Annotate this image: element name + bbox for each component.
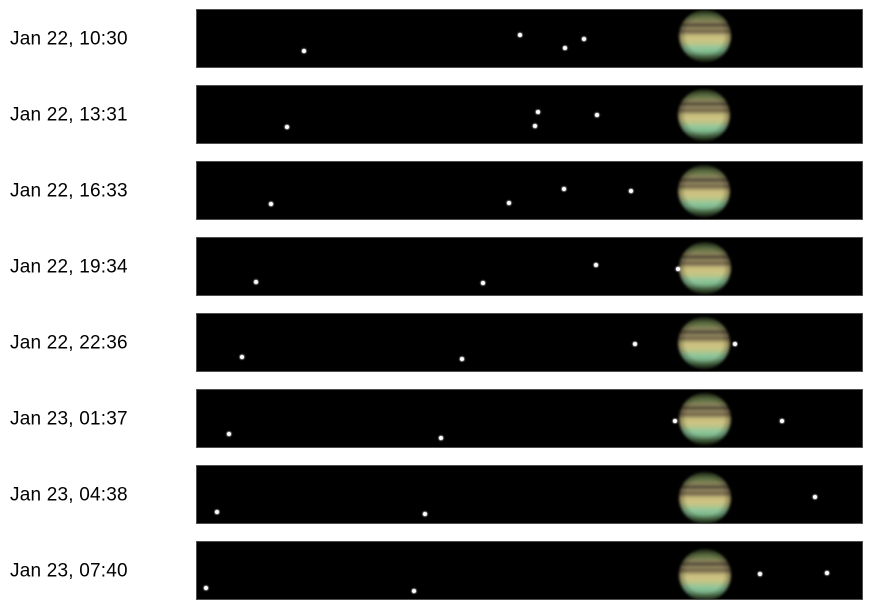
jupiter-disk [679,549,731,599]
moon-dot [673,419,677,423]
moon-dot [269,202,273,206]
moon-dot [423,512,427,516]
moon-dot [439,436,443,440]
telescope-image-strip [196,237,863,296]
telescope-image-strip [196,313,863,372]
observation-row: Jan 22, 10:30 [0,9,874,68]
moon-dot [240,355,244,359]
observation-row: Jan 22, 22:36 [0,313,874,372]
jupiter-disk [679,10,731,62]
observation-row: Jan 23, 07:40 [0,541,874,600]
moon-dot [285,125,289,129]
telescope-image-strip [196,85,863,144]
telescope-image-strip [196,541,863,600]
moon-dot [227,432,231,436]
moon-dot [758,572,762,576]
moon-dot [733,342,737,346]
observation-timestamp: Jan 23, 01:37 [10,408,128,429]
moon-dot [595,113,599,117]
telescope-image-strip [196,161,863,220]
moon-dot [563,46,567,50]
moon-dot [629,189,633,193]
observation-timestamp: Jan 22, 16:33 [10,180,128,201]
moon-dot [460,357,464,361]
jupiter-disk [679,393,731,445]
jupiter-disk [679,472,731,523]
telescope-image-strip [196,9,863,68]
moon-dot [780,419,784,423]
moon-dot [481,281,485,285]
jupiter-disk [679,242,731,294]
observation-row: Jan 22, 13:31 [0,85,874,144]
moon-dot [533,124,537,128]
observation-timestamp: Jan 22, 10:30 [10,28,128,49]
moon-dot [813,495,817,499]
observation-row: Jan 22, 19:34 [0,237,874,296]
moon-dot [254,280,258,284]
moon-dot [633,342,637,346]
moon-dot [518,33,522,37]
moon-dot [302,49,306,53]
observation-timestamp: Jan 22, 22:36 [10,332,128,353]
moon-dot [562,187,566,191]
observation-timestamp: Jan 23, 04:38 [10,484,128,505]
moon-dot [536,110,540,114]
moon-dot [676,267,680,271]
observation-row: Jan 23, 04:38 [0,465,874,524]
observation-timestamp: Jan 23, 07:40 [10,560,128,581]
observation-timestamp: Jan 22, 13:31 [10,104,128,125]
observation-row: Jan 23, 01:37 [0,389,874,448]
moon-dot [507,201,511,205]
jupiter-disk [678,89,730,141]
moon-dot [594,263,598,267]
moon-dot [582,37,586,41]
moon-dot [412,589,416,593]
observation-timestamp: Jan 22, 19:34 [10,256,128,277]
telescope-image-strip [196,465,863,524]
moon-dot [204,586,208,590]
jupiter-disk [678,317,730,369]
observation-row: Jan 22, 16:33 [0,161,874,220]
moon-dot [215,510,219,514]
moon-dot [825,571,829,575]
telescope-image-strip [196,389,863,448]
jupiter-disk [678,165,730,217]
